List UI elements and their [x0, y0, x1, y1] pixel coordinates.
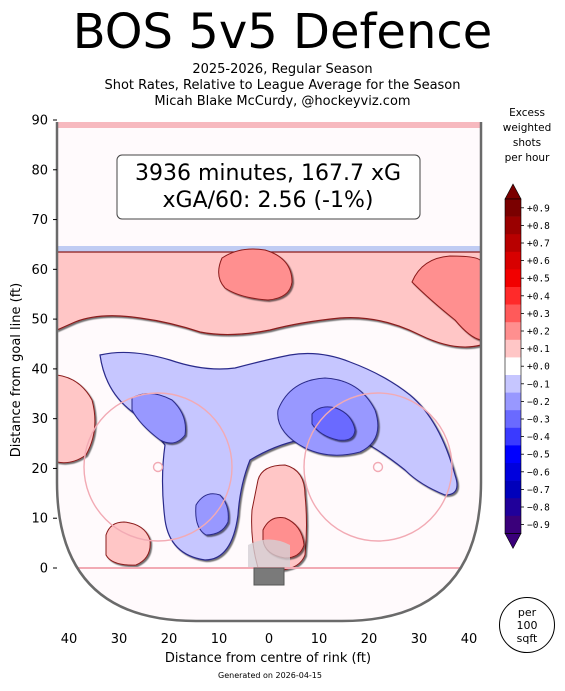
colorbar-label-0: +0.9 [527, 203, 550, 214]
colorbar-swatch-1 [505, 216, 521, 235]
goal-crease [248, 539, 290, 568]
x-tick-label-7: 30 [411, 632, 428, 647]
colorbar-label-9: +0.0 [527, 362, 550, 373]
generated-date: Generated on 2026-04-15 [218, 671, 322, 680]
colorbar-title-1: Excess [509, 107, 545, 119]
colorbar-label-7: +0.2 [527, 327, 550, 338]
y-tick-label-0: 0 [40, 562, 48, 577]
y-tick-label-3: 30 [31, 412, 48, 427]
y-tick-label-1: 10 [31, 512, 48, 527]
colorbar-label-10: −0.1 [527, 379, 550, 390]
unit-badge-line-1: per [517, 605, 537, 619]
colorbar-label-13: −0.4 [527, 432, 550, 443]
colorbar-title-2: weighted [503, 122, 552, 134]
y-tick-label-2: 20 [31, 462, 48, 477]
colorbar-swatch-18 [505, 515, 521, 534]
region-positive-upper-right [411, 255, 481, 341]
colorbar-label-14: −0.5 [527, 450, 550, 461]
y-axis-label: Distance from goal line (ft) [9, 283, 24, 457]
colorbar-label-6: +0.3 [527, 309, 550, 320]
colorbar-swatch-5 [505, 287, 521, 305]
colorbar-title-3: shots [513, 137, 541, 149]
y-tick-label-5: 50 [31, 313, 48, 328]
colorbar-label-1: +0.8 [527, 221, 550, 232]
colorbar-label-18: −0.9 [527, 520, 550, 531]
colorbar-swatch-8 [505, 339, 521, 358]
colorbar-swatch-3 [505, 251, 521, 270]
colorbar-swatch-10 [505, 375, 521, 393]
region-negative-low [195, 493, 229, 536]
colorbar-label-16: −0.7 [527, 485, 550, 496]
left-faceoff-circle [83, 392, 233, 542]
right-faceoff-circle [303, 392, 453, 542]
y-tick-label-8: 80 [31, 163, 48, 178]
colorbar-swatch-2 [505, 234, 521, 253]
x-axis: 40 30 20 10 0 10 20 30 40 [61, 632, 478, 647]
colorbar-swatch-13 [505, 427, 521, 446]
subtitle-line-2: Shot Rates, Relative to League Average f… [104, 78, 461, 93]
x-tick-label-1: 30 [111, 632, 128, 647]
x-tick-label-6: 20 [361, 632, 378, 647]
right-faceoff-dot [372, 461, 384, 473]
colorbar-label-4: +0.5 [527, 274, 550, 285]
y-tick-label-4: 40 [31, 362, 48, 377]
y-axis: 0 10 20 30 40 50 60 70 80 90 [31, 114, 57, 577]
region-negative-right-core [311, 406, 356, 441]
x-tick-label-5: 10 [311, 632, 328, 647]
x-tick-label-8: 40 [461, 632, 478, 647]
colorbar-label-3: +0.6 [527, 256, 550, 267]
colorbar-swatch-7 [505, 322, 521, 341]
unit-badge: per 100 sqft [499, 597, 555, 653]
x-axis-label: Distance from centre of rink (ft) [165, 651, 371, 666]
x-tick-label-3: 10 [211, 632, 228, 647]
colorbar-label-8: +0.1 [527, 344, 550, 355]
summary-box [116, 154, 421, 220]
unit-badge-line-3: sqft [516, 631, 538, 645]
region-positive-left-side [57, 374, 96, 464]
y-tick-label-9: 90 [31, 114, 48, 129]
colorbar-label-12: −0.3 [527, 415, 550, 426]
blue-line [57, 246, 481, 252]
colorbar-label-11: −0.2 [527, 397, 550, 408]
colorbar-swatch-0 [505, 199, 521, 217]
colorbar-swatch-6 [505, 304, 521, 323]
left-faceoff-dot [152, 461, 164, 473]
colorbar-label-5: +0.4 [527, 291, 550, 302]
region-positive-upper-left [218, 248, 293, 301]
x-tick-label-4: 0 [265, 632, 273, 647]
colorbar-label-15: −0.6 [527, 467, 550, 478]
subtitle-line-1: 2025-2026, Regular Season [192, 62, 373, 77]
x-tick-label-0: 40 [61, 632, 78, 647]
y-tick-label-7: 70 [31, 213, 48, 228]
colorbar-swatch-12 [505, 410, 521, 429]
colorbar-swatch-16 [505, 480, 521, 499]
heatmap-layer [57, 122, 481, 571]
colorbar-label-17: −0.8 [527, 503, 550, 514]
colorbar-title-4: per hour [505, 152, 551, 164]
colorbar-swatch-11 [505, 392, 521, 411]
colorbar-swatch-17 [505, 498, 521, 517]
colorbar: +0.9 +0.8 +0.7 +0.6 +0.5 +0.4 +0.3 +0.2 +0.1 +0.0… [504, 183, 550, 550]
x-tick-label-2: 20 [161, 632, 178, 647]
rink-boards [55, 122, 483, 623]
subtitle-line-3: Micah Blake McCurdy, @hockeyviz.com [154, 94, 411, 109]
colorbar-swatch-4 [505, 269, 521, 288]
goal-net [253, 567, 285, 586]
colorbar-swatch-9 [505, 357, 521, 376]
colorbar-swatch-15 [505, 463, 521, 481]
y-tick-label-6: 60 [31, 263, 48, 278]
colorbar-swatch-14 [505, 445, 521, 464]
summary-xga60: xGA/60: 2.56 (-1%) [163, 188, 374, 213]
colorbar-min-arrow [504, 533, 522, 550]
region-negative-left-circle [131, 393, 186, 444]
chart-title: BOS 5v5 Defence [72, 4, 493, 60]
summary-minutes-xg: 3936 minutes, 167.7 xG [135, 161, 401, 186]
top-band [57, 122, 481, 128]
colorbar-max-arrow [504, 183, 522, 200]
colorbar-label-2: +0.7 [527, 239, 550, 250]
unit-badge-line-2: 100 [516, 618, 538, 632]
